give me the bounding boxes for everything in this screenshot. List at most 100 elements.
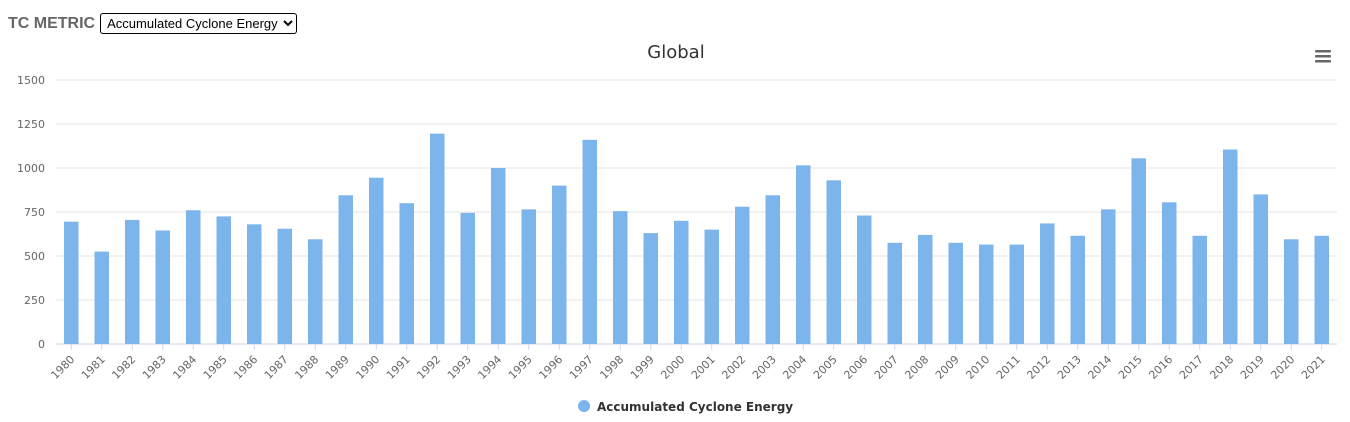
bar-series [64,133,1329,344]
x-tick-label: 1994 [475,353,504,382]
x-tick-label: 1990 [353,353,382,382]
bar-2017 [1192,235,1207,344]
x-tick-label: 1986 [231,353,260,382]
x-tick-label: 1981 [79,353,108,382]
bar-2015 [1131,158,1146,344]
bar-2016 [1162,202,1177,344]
x-tick-label: 1982 [109,353,138,382]
bar-2012 [1040,223,1055,344]
bar-1990 [369,177,384,344]
y-tick-label: 0 [38,338,45,351]
bar-1994 [491,168,506,344]
x-tick-label: 1989 [323,353,352,382]
x-tick-label: 2015 [1116,353,1145,382]
bar-1993 [460,212,475,344]
bar-2000 [674,220,689,344]
bar-2003 [765,195,780,344]
x-tick-label: 2009 [933,353,962,382]
x-tick-label: 2021 [1299,353,1328,382]
x-tick-label: 2007 [872,353,901,382]
x-tick-label: 2013 [1055,353,1084,382]
x-tick-label: 2004 [780,353,809,382]
metric-toolbar: TC METRIC Accumulated Cyclone Energy [8,13,298,34]
x-tick-label: 1995 [506,353,535,382]
x-tick-label: 2005 [811,353,840,382]
bar-1981 [94,251,109,344]
bar-2013 [1070,235,1085,344]
bar-1980 [64,221,79,344]
bar-1983 [155,230,170,344]
chart-title: Global [647,42,704,63]
x-tick-label: 1993 [445,353,474,382]
bar-2011 [1009,244,1024,344]
x-tick-label: 1992 [414,353,443,382]
legend-label: Accumulated Cyclone Energy [597,400,793,414]
x-axis: 1980 1981 1982 1983 1984 1985 1986 1987 1988 1989… [48,344,1328,382]
metric-select[interactable]: Accumulated Cyclone Energy [100,13,298,34]
x-tick-label: 2011 [994,353,1023,382]
y-axis: 0 250 500 750 1000 1250 1500 [17,74,45,351]
bar-1985 [216,216,231,344]
bar-1997 [582,139,597,344]
x-tick-label: 1991 [384,353,413,382]
x-tick-label: 2020 [1268,353,1297,382]
x-tick-label: 2008 [902,353,931,382]
x-tick-label: 2001 [689,353,718,382]
x-tick-label: 1999 [628,353,657,382]
x-tick-label: 2016 [1146,353,1175,382]
x-tick-label: 2014 [1085,353,1114,382]
x-tick-label: 1980 [48,353,77,382]
bar-2019 [1253,194,1268,344]
x-tick-label: 1996 [536,353,565,382]
y-tick-label: 1250 [17,118,45,131]
x-tick-label: 2012 [1024,353,1053,382]
x-tick-label: 2006 [841,353,870,382]
x-tick-label: 2003 [750,353,779,382]
bar-1999 [643,233,658,344]
grid-lines [56,79,1337,345]
y-tick-label: 500 [24,250,45,263]
bar-1995 [521,209,536,344]
x-tick-label: 1983 [140,353,169,382]
bar-1998 [613,211,628,344]
y-tick-label: 250 [24,294,45,307]
bar-2014 [1101,209,1116,344]
x-tick-label: 2002 [719,353,748,382]
bar-1988 [308,239,323,344]
y-tick-label: 750 [24,206,45,219]
bar-1989 [338,195,353,344]
hamburger-menu-icon[interactable] [1313,49,1333,65]
bar-2018 [1223,149,1238,344]
bar-1991 [399,203,414,344]
y-tick-label: 1500 [17,74,45,87]
x-tick-label: 2010 [963,353,992,382]
x-tick-label: 2018 [1207,353,1236,382]
x-tick-label: 2019 [1238,353,1267,382]
bar-2001 [704,229,719,344]
bar-1984 [186,210,201,344]
y-tick-label: 1000 [17,162,45,175]
x-tick-label: 2017 [1177,353,1206,382]
bar-1987 [277,228,292,344]
legend-marker [578,400,590,412]
bar-2020 [1284,239,1299,344]
x-tick-label: 1998 [597,353,626,382]
bar-2021 [1314,235,1329,344]
bar-1992 [430,133,445,344]
bar-2005 [826,180,841,344]
legend[interactable]: Accumulated Cyclone Energy [578,400,793,414]
x-tick-label: 2000 [658,353,687,382]
bar-2007 [887,242,902,344]
bar-2008 [918,234,933,344]
metric-label: TC METRIC [8,14,96,32]
bar-2010 [979,244,994,344]
bar-2002 [735,206,750,344]
bar-1982 [125,219,140,344]
bar-2009 [948,242,963,344]
x-tick-label: 1985 [201,353,230,382]
bar-1986 [247,224,262,344]
bar-2006 [857,215,872,344]
bar-2004 [796,165,811,344]
x-tick-label: 1987 [262,353,291,382]
